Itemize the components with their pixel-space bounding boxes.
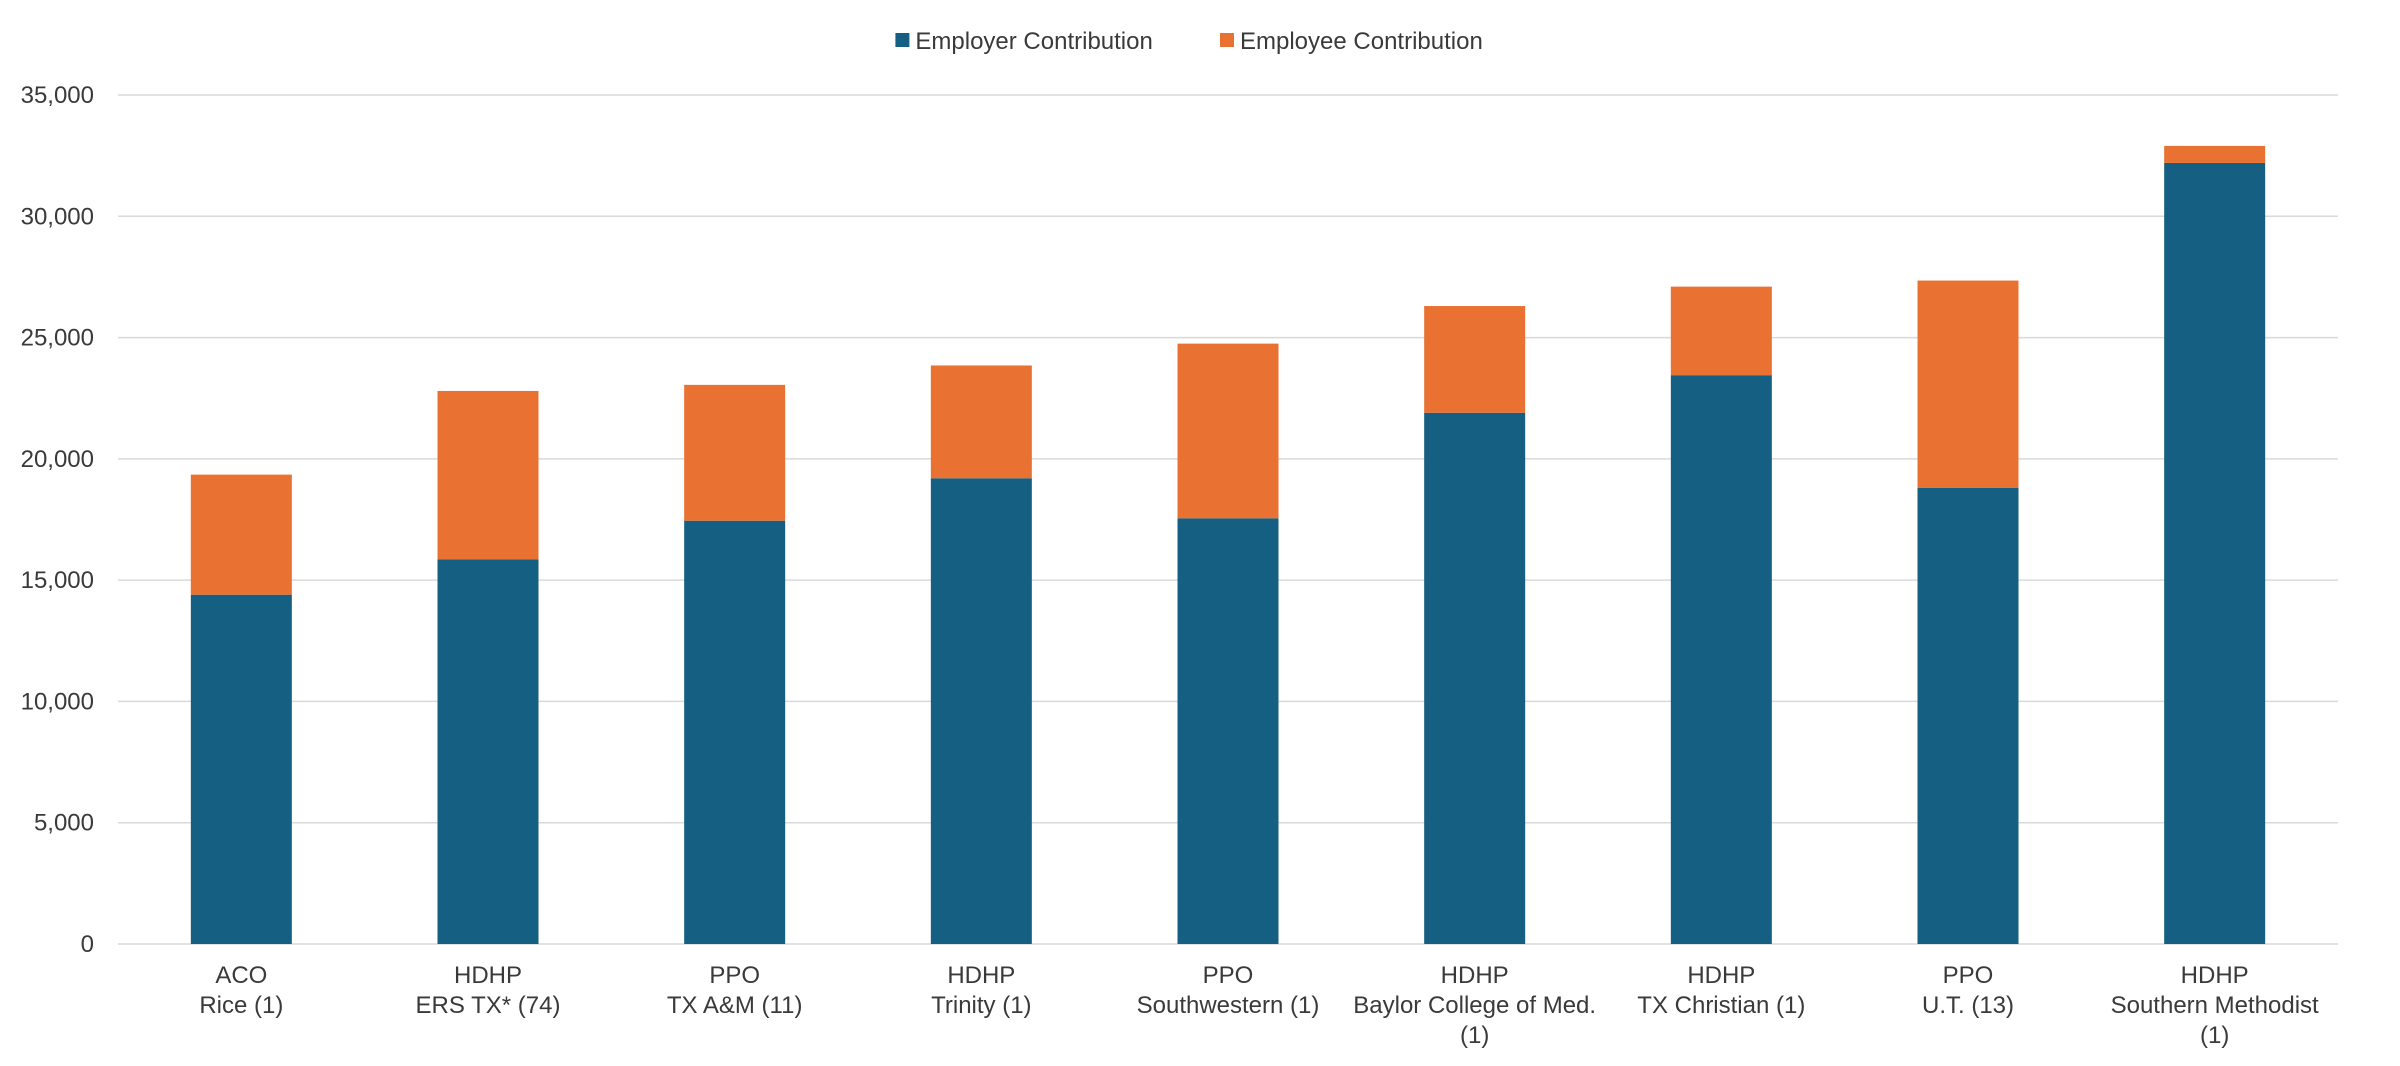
x-category-label: PPO: [1943, 962, 1994, 989]
y-tick-label: 15,000: [21, 567, 94, 594]
x-category-label: Southern Methodist: [2111, 992, 2319, 1019]
legend-swatch-employee: [1220, 33, 1234, 47]
y-tick-label: 30,000: [21, 203, 94, 230]
y-axis: 0 5,000 10,000 15,000 20,000 25,000 30,000 35,0…: [21, 82, 94, 958]
x-category-label: PPO: [709, 962, 760, 989]
employee-contribution-bar: [2164, 145, 2266, 163]
y-tick-label: 5,000: [34, 810, 94, 837]
legend: Employer Contribution Employee Contributi…: [895, 28, 1483, 55]
x-category-label: HDHP: [1441, 962, 1509, 989]
y-tick-label: 10,000: [21, 688, 94, 715]
x-category-label: TX A&M (11): [667, 992, 803, 1019]
employee-contribution-bar: [190, 474, 292, 595]
y-tick-label: 35,000: [21, 82, 94, 109]
y-tick-label: 25,000: [21, 325, 94, 352]
x-category-label: Rice (1): [199, 992, 283, 1019]
legend-label-employer: Employer Contribution: [915, 28, 1152, 55]
x-category-label: ERS TX* (74): [416, 992, 561, 1019]
employer-contribution-bar: [1670, 375, 1772, 944]
legend-label-employee: Employee Contribution: [1240, 28, 1483, 55]
employer-contribution-bar: [2164, 162, 2266, 945]
x-category-label: Baylor College of Med.: [1353, 992, 1596, 1019]
employee-contribution-bar: [684, 384, 786, 521]
y-tick-label: 20,000: [21, 446, 94, 473]
x-category-label: HDHP: [1687, 962, 1755, 989]
x-category-label: HDHP: [947, 962, 1015, 989]
x-category-label: U.T. (13): [1922, 992, 2014, 1019]
employee-contribution-bar: [1424, 306, 1526, 413]
employee-contribution-bar: [1177, 343, 1279, 519]
employer-contribution-bar: [1424, 412, 1526, 945]
employee-contribution-bar: [437, 390, 539, 560]
employee-contribution-bar: [1670, 286, 1772, 376]
employer-contribution-bar: [930, 478, 1032, 944]
x-category-label: (1): [1460, 1022, 1489, 1049]
legend-swatch-employer: [895, 33, 910, 47]
x-category-label: TX Christian (1): [1637, 992, 1805, 1019]
x-category-label: ACO: [215, 962, 267, 989]
bars: [190, 145, 2266, 945]
x-category-label: Southwestern (1): [1137, 992, 1320, 1019]
x-category-label: (1): [2200, 1022, 2229, 1049]
employer-contribution-bar: [190, 594, 292, 944]
employer-contribution-bar: [1177, 518, 1279, 944]
employer-contribution-bar: [684, 520, 786, 944]
y-tick-label: 0: [81, 931, 94, 958]
x-category-label: Trinity (1): [931, 992, 1031, 1019]
x-category-label: HDHP: [454, 962, 522, 989]
employer-contribution-bar: [437, 559, 539, 944]
x-category-label: HDHP: [2181, 962, 2249, 989]
employer-contribution-bar: [1917, 487, 2019, 944]
x-axis: ACO Rice (1) HDHP ERS TX* (74) PPO TX A&M (11…: [199, 962, 2319, 1049]
employee-contribution-bar: [930, 365, 1032, 479]
x-category-label: PPO: [1203, 962, 1254, 989]
employee-contribution-bar: [1917, 280, 2019, 488]
